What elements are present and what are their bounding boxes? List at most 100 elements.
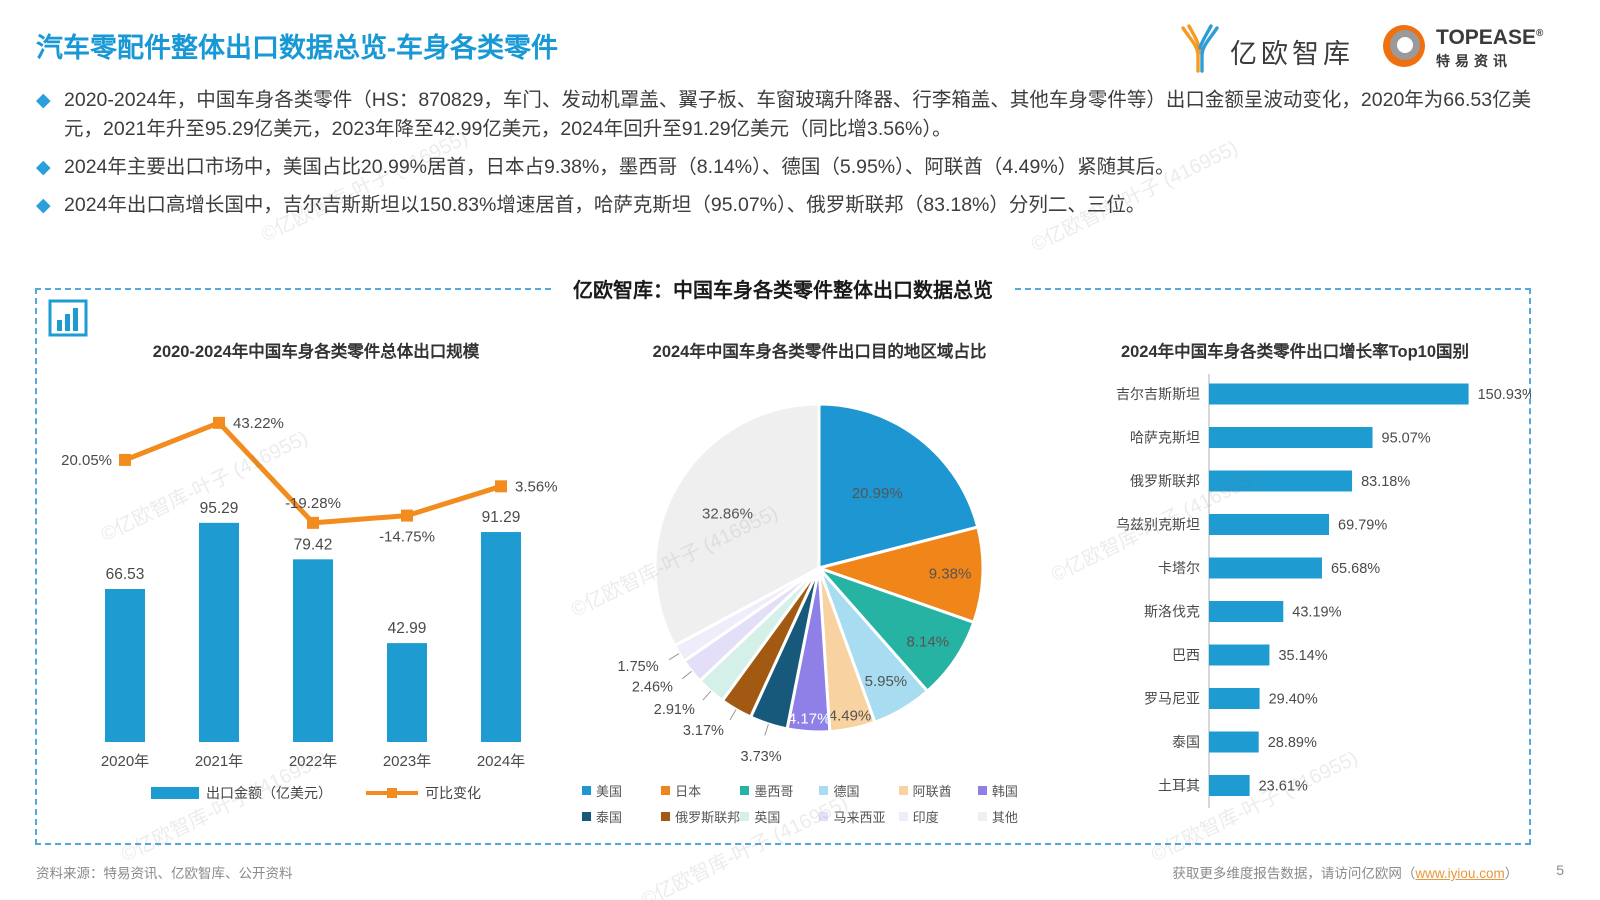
- growth-top10-chart: 2024年中国车身各类零件出口增长率Top10国别 吉尔吉斯斯坦 150.93% 哈…: [1059, 338, 1535, 827]
- footer-more-info: 获取更多维度报告数据，请访问亿欧网（www.iyiou.com）: [1172, 866, 1519, 881]
- country-label: 巴西: [1172, 647, 1200, 663]
- pie-legend-item: 日本: [661, 781, 740, 800]
- bar-swatch: [151, 787, 199, 799]
- line-marker: [213, 416, 225, 429]
- line-marker: [307, 516, 319, 529]
- pie-legend: 美国 日本 墨西哥 德国 阿联酋 韩国 泰国 俄罗斯联邦 英国 马来西亚 印度 其他: [582, 781, 1057, 826]
- pie-chart-svg: 20.99% 9.38% 8.14% 5.95% 4.49%4.17% 3.73% 3.17…: [617, 402, 985, 765]
- value-label: 9.38%: [929, 566, 972, 583]
- bullet-item: ◆ 2020-2024年，中国车身各类零件（HS：870829，车门、发动机罩盖…: [36, 86, 1546, 144]
- value-label: 91.29: [482, 509, 521, 526]
- pie-chart-title: 2024年中国车身各类零件出口目的地区域占比: [652, 343, 987, 361]
- value-label: 43.22%: [233, 415, 284, 432]
- legend-label: 俄罗斯联邦: [675, 810, 741, 825]
- topease-logo-icon: [1380, 22, 1428, 75]
- value-label: 66.53: [106, 566, 145, 583]
- legend-color-swatch: [898, 786, 908, 795]
- value-label: 65.68%: [1331, 561, 1380, 577]
- diamond-bullet-icon: ◆: [36, 90, 51, 111]
- topease-logo: TOPEASE® 特易资讯: [1380, 22, 1543, 75]
- summary-bullets: ◆ 2020-2024年，中国车身各类零件（HS：870829，车门、发动机罩盖…: [36, 86, 1546, 229]
- country-label: 斯洛伐克: [1144, 604, 1200, 620]
- legend-color-swatch: [582, 812, 591, 821]
- legend-color-swatch: [819, 786, 829, 795]
- country-label: 泰国: [1172, 734, 1200, 750]
- charts-panel: 亿欧智库：中国车身各类零件整体出口数据总览 2020-2024年中国车身各类零件…: [35, 274, 1535, 845]
- growth-bar: [1209, 557, 1322, 579]
- growth-bar: [1209, 601, 1284, 622]
- footer-right: 获取更多维度报告数据，请访问亿欧网（www.iyiou.com） 5: [1172, 862, 1564, 882]
- line-marker: [495, 480, 507, 493]
- value-label: 150.93%: [1478, 387, 1531, 403]
- combo-chart-svg: 66.53 95.29 79.42 42.99 91.29 2020年 2021年 2022年…: [61, 415, 557, 770]
- legend-label: 其他: [991, 810, 1018, 825]
- pie-legend-item: 其他: [977, 807, 1057, 826]
- legend-label: 日本: [675, 784, 702, 799]
- x-axis-label: 2020年: [101, 753, 149, 770]
- x-axis-label: 2021年: [195, 753, 243, 770]
- value-label: 5.95%: [865, 673, 908, 690]
- value-label: 32.86%: [702, 505, 753, 522]
- diamond-bullet-icon: ◆: [36, 157, 51, 178]
- value-label: 2.91%: [654, 702, 695, 718]
- country-label: 乌兹别克斯坦: [1116, 517, 1200, 533]
- export-bar: [481, 532, 521, 742]
- combo-chart-title: 2020-2024年中国车身各类零件总体出口规模: [152, 343, 480, 361]
- x-axis-label: 2024年: [477, 753, 525, 770]
- legend-color-swatch: [977, 786, 987, 795]
- legend-label: 泰国: [596, 810, 623, 825]
- combo-legend: 出口金额（亿美元） 可比变化: [55, 783, 577, 803]
- yiou-logo-text: 亿欧智库: [1230, 39, 1354, 69]
- value-label: 23.61%: [1259, 779, 1308, 795]
- export-bar: [199, 522, 239, 742]
- country-label: 卡塔尔: [1158, 560, 1200, 576]
- value-label: -19.28%: [285, 495, 341, 512]
- value-label: 95.29: [200, 500, 239, 517]
- panel-title: 亿欧智库：中国车身各类零件整体出口数据总览: [555, 274, 1011, 303]
- export-scale-chart: 2020-2024年中国车身各类零件总体出口规模 66.53 95.29 79.42…: [55, 338, 577, 803]
- iyiou-link[interactable]: www.iyiou.com: [1415, 866, 1505, 881]
- value-label: -14.75%: [379, 529, 435, 546]
- yiou-logo-icon: [1178, 24, 1222, 79]
- page-title: 汽车零配件整体出口数据总览-车身各类零件: [36, 33, 558, 63]
- legend-color-swatch: [977, 812, 987, 821]
- yiou-logo: 亿欧智库: [1178, 24, 1354, 79]
- pie-slice: [817, 402, 980, 570]
- pie-legend-item: 美国: [582, 781, 661, 800]
- value-label: 20.05%: [61, 452, 112, 469]
- bullet-text: 2020-2024年，中国车身各类零件（HS：870829，车门、发动机罩盖、翼…: [64, 89, 1532, 140]
- legend-label: 墨西哥: [754, 784, 794, 799]
- bullet-item: ◆ 2024年主要出口市场中，美国占比20.99%居首，日本占9.38%，墨西哥…: [36, 153, 1546, 182]
- legend-color-swatch: [740, 786, 750, 795]
- value-label: 3.73%: [741, 749, 782, 765]
- pie-slice: [817, 525, 985, 624]
- pie-legend-item: 印度: [898, 807, 978, 826]
- growth-bar: [1209, 383, 1469, 405]
- value-label: 42.99: [388, 620, 427, 637]
- legend-item-line: 可比变化: [366, 783, 481, 803]
- growth-bar: [1209, 514, 1330, 535]
- bullet-text: 2024年出口高增长国中，吉尔吉斯斯坦以150.83%增速居首，哈萨克斯坦（95…: [64, 194, 1146, 216]
- legend-label: 德国: [833, 784, 860, 799]
- growth-bar: [1209, 775, 1250, 796]
- line-marker: [401, 509, 413, 522]
- value-label: 28.89%: [1268, 735, 1317, 751]
- pie-legend-item: 马来西亚: [819, 807, 898, 826]
- pie-legend-item: 泰国: [582, 807, 661, 826]
- legend-label: 阿联酋: [912, 784, 952, 799]
- legend-color-swatch: [740, 812, 750, 821]
- x-axis-label: 2022年: [289, 753, 337, 770]
- legend-line-label: 可比变化: [425, 785, 481, 801]
- line-marker: [119, 453, 131, 466]
- country-label: 罗马尼亚: [1144, 691, 1200, 707]
- growth-bar: [1209, 731, 1259, 753]
- country-label: 吉尔吉斯斯坦: [1116, 386, 1200, 402]
- topease-logo-text: TOPEASE® 特易资讯: [1436, 25, 1544, 69]
- legend-label: 马来西亚: [833, 810, 886, 825]
- growth-bar: [1209, 427, 1373, 448]
- legend-color-swatch: [661, 786, 671, 795]
- legend-color-swatch: [898, 812, 908, 821]
- value-label: 1.75%: [617, 659, 658, 675]
- value-label: 35.14%: [1278, 648, 1327, 664]
- growth-bar: [1209, 470, 1353, 492]
